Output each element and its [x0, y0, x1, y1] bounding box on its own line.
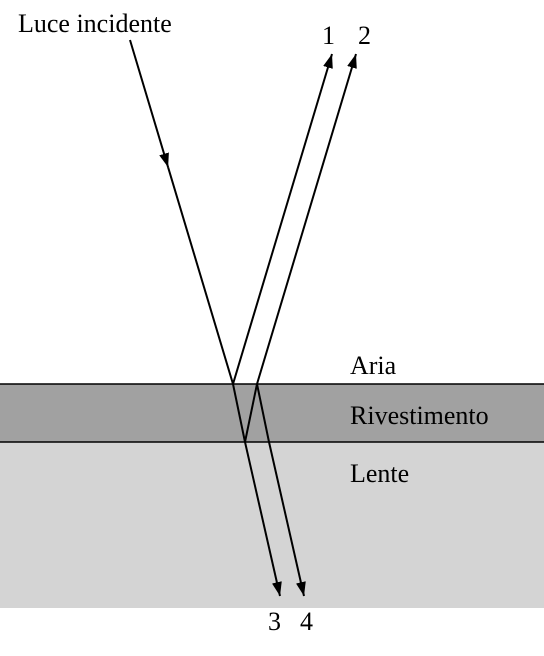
- layer-lens: [0, 442, 544, 608]
- title-incident-light: Luce incidente: [18, 9, 172, 38]
- label-ray-3: 3: [268, 607, 281, 636]
- label-lens: Lente: [350, 459, 409, 488]
- label-ray-2: 2: [358, 21, 371, 50]
- label-air: Aria: [350, 351, 397, 380]
- layer-air: [0, 0, 544, 384]
- label-ray-1: 1: [322, 21, 335, 50]
- label-ray-4: 4: [300, 607, 313, 636]
- label-coating: Rivestimento: [350, 401, 489, 430]
- thin-film-diagram: Luce incidente Aria Rivestimento Lente 1…: [0, 0, 544, 656]
